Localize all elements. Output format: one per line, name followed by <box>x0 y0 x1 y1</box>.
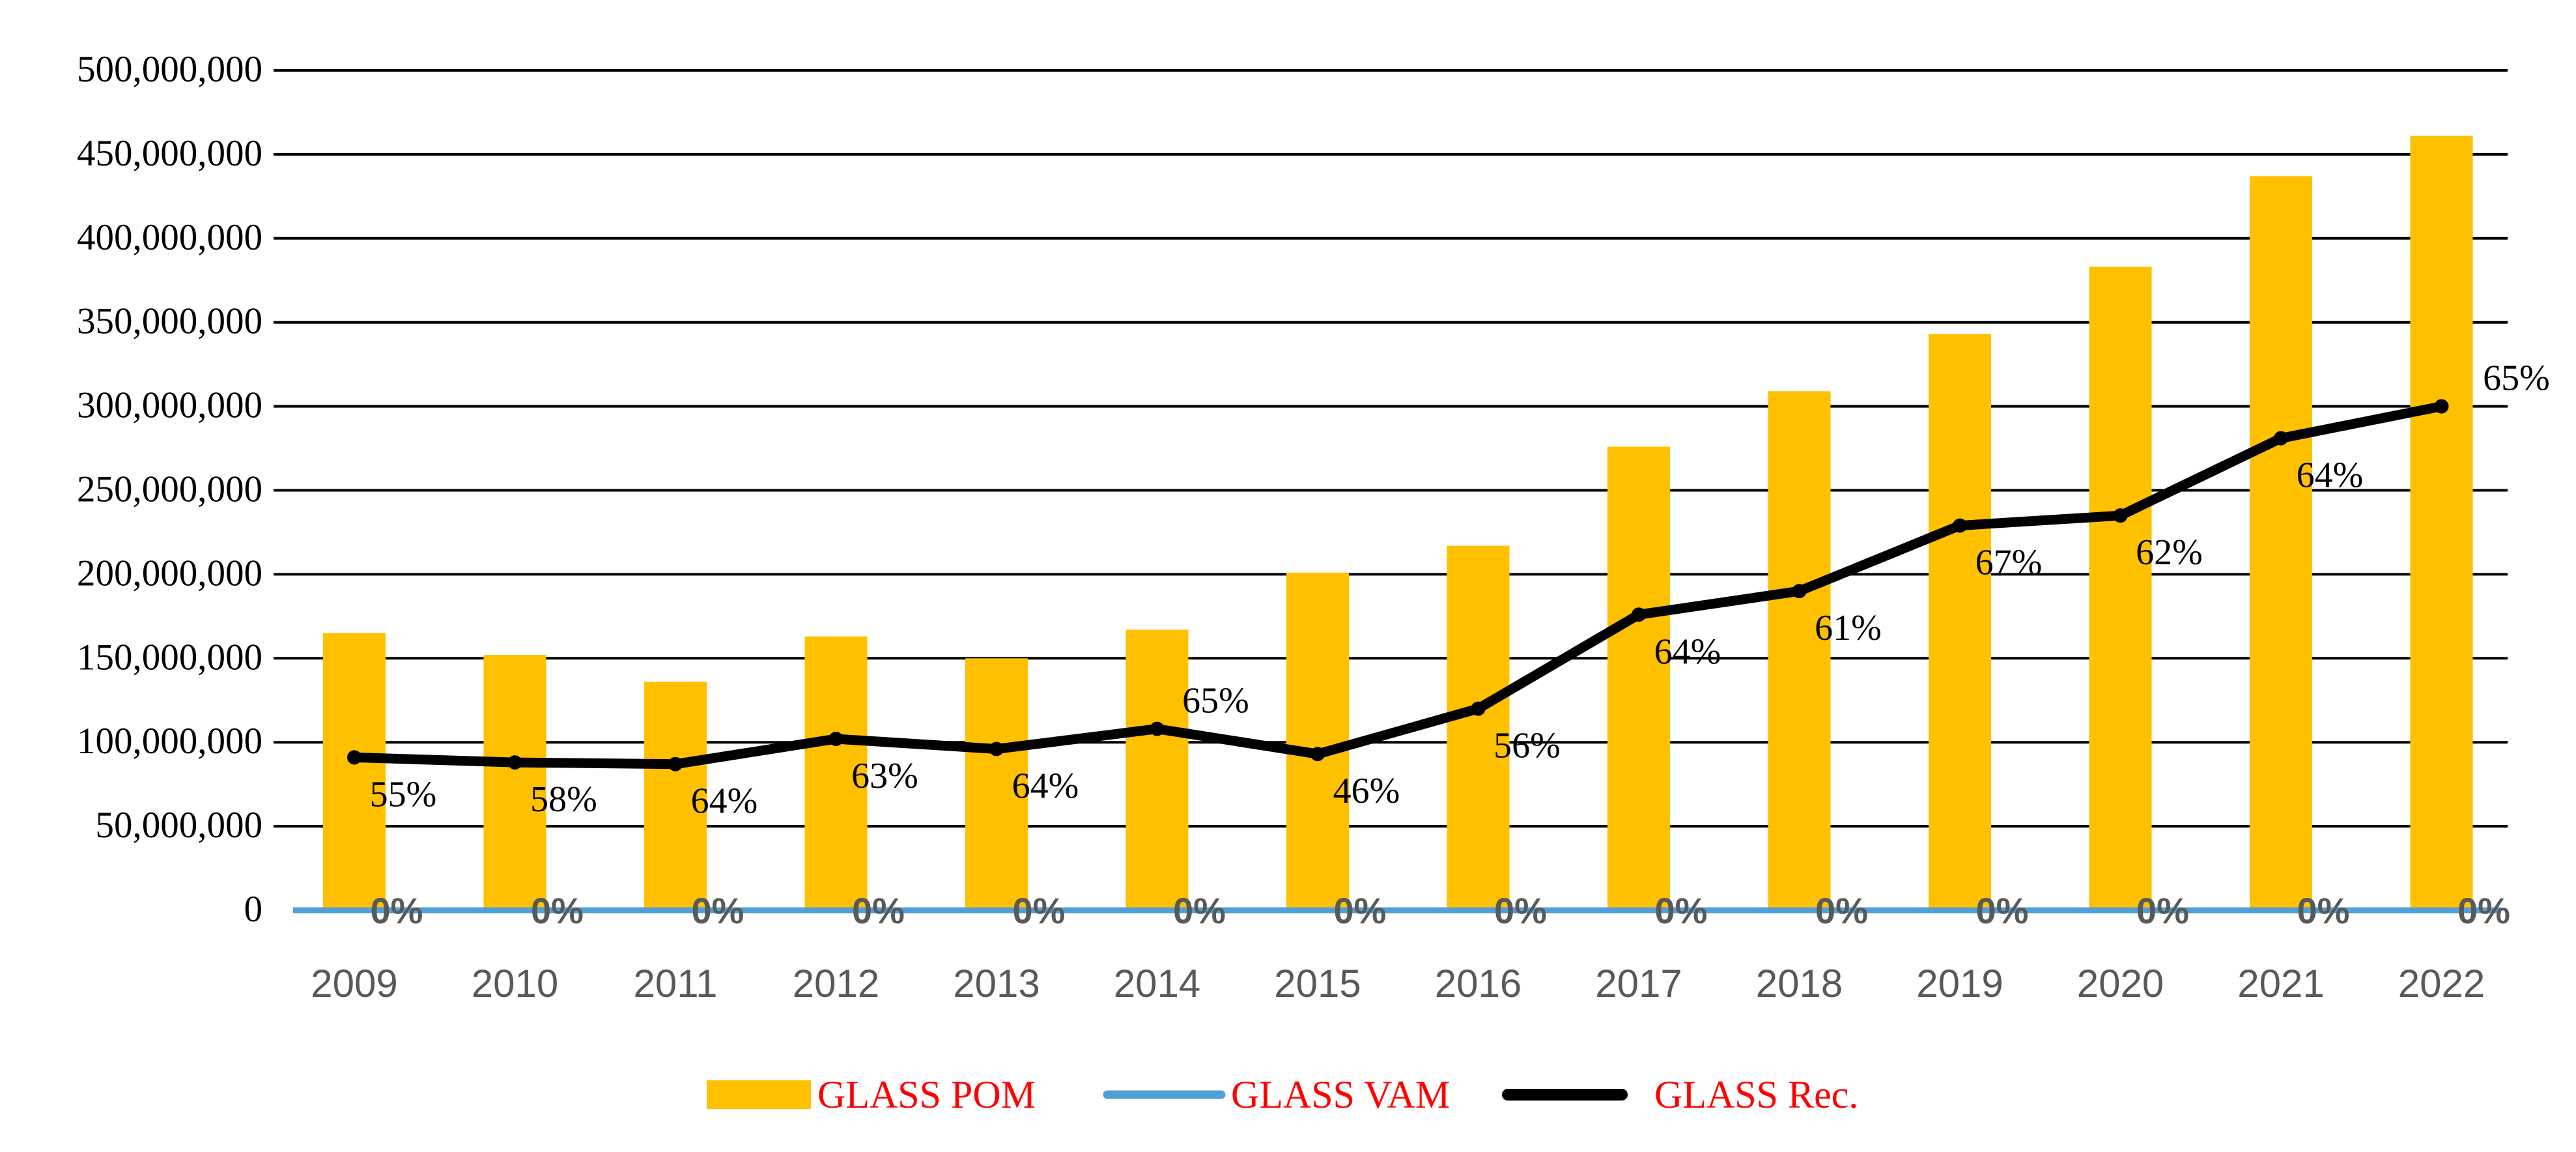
data-label-glass-vam: 0% <box>2297 890 2350 931</box>
data-label-glass-vam: 0% <box>1173 890 1226 931</box>
y-tick-label: 250,000,000 <box>77 469 262 510</box>
data-label-glass-rec: 55% <box>370 774 437 814</box>
bar <box>1607 446 1670 910</box>
y-tick-label: 200,000,000 <box>77 553 262 594</box>
bar <box>1286 572 1349 910</box>
data-label-glass-vam: 0% <box>1334 890 1387 931</box>
data-label-glass-vam: 0% <box>852 890 905 931</box>
y-tick-label: 0 <box>244 889 263 930</box>
x-tick-label: 2021 <box>2237 962 2324 1005</box>
y-tick-label: 300,000,000 <box>77 385 262 426</box>
x-tick-label: 2010 <box>472 962 558 1005</box>
line-point <box>1471 701 1486 716</box>
legend-label: GLASS VAM <box>1231 1073 1450 1116</box>
y-axis-ticks: 0 50,000,000 100,000,000 150,000,000 200,000… <box>77 49 262 930</box>
data-label-glass-vam: 0% <box>1815 890 1868 931</box>
data-label-glass-vam: 0% <box>1013 890 1066 931</box>
data-label-glass-rec: 65% <box>2483 358 2550 399</box>
x-tick-label: 2018 <box>1756 962 1843 1005</box>
line-point <box>2274 431 2288 446</box>
data-label-glass-rec: 64% <box>691 781 758 822</box>
data-label-glass-rec: 65% <box>1182 681 1249 721</box>
bar <box>1447 545 1510 910</box>
data-label-glass-vam: 0% <box>371 890 423 931</box>
bar <box>2250 176 2312 910</box>
data-labels: 0% 0% 0% 0% 0% 0% 0% 0% 0% 0% 0% 0% 0% 0% 55% 58% 64% 63%… <box>370 358 2550 931</box>
line-point <box>1792 584 1807 599</box>
y-tick-label: 450,000,000 <box>77 133 262 174</box>
bar <box>483 655 546 910</box>
bar <box>804 636 868 910</box>
series-line-glass-rec <box>349 401 2446 770</box>
x-tick-label: 2014 <box>1114 962 1200 1005</box>
x-tick-label: 2009 <box>311 962 397 1005</box>
data-label-glass-vam: 0% <box>2457 890 2510 931</box>
grid-layer <box>274 69 2508 828</box>
x-tick-label: 2012 <box>793 962 879 1005</box>
line-point <box>2434 399 2449 414</box>
x-tick-label: 2020 <box>2077 962 2164 1005</box>
line-point <box>989 742 1004 756</box>
data-label-glass-rec: 56% <box>1493 726 1561 766</box>
data-label-glass-vam: 0% <box>1976 890 2029 931</box>
x-tick-label: 2011 <box>633 962 717 1005</box>
data-label-glass-rec: 46% <box>1333 771 1400 811</box>
line-point <box>828 732 843 747</box>
y-tick-label: 100,000,000 <box>77 721 262 762</box>
legend-swatch <box>707 1080 811 1109</box>
x-tick-label: 2013 <box>953 962 1040 1005</box>
legend: GLASS POM GLASS VAM GLASS Rec. <box>707 1073 1858 1116</box>
data-label-glass-rec: 58% <box>530 779 597 820</box>
bar <box>1929 334 1991 910</box>
bar <box>1768 391 1831 910</box>
bar <box>644 682 707 910</box>
data-label-glass-rec: 62% <box>2136 532 2203 573</box>
line-point <box>1310 747 1325 762</box>
bar-series-glass-pom <box>323 136 2473 911</box>
line-point <box>1632 607 1646 622</box>
y-tick-label: 500,000,000 <box>77 49 262 90</box>
bar <box>965 658 1028 910</box>
line-series <box>293 399 2501 914</box>
data-label-glass-rec: 67% <box>1975 543 2043 583</box>
legend-label: GLASS Rec. <box>1654 1073 1858 1116</box>
bar <box>2089 266 2152 911</box>
y-tick-label: 50,000,000 <box>96 805 263 846</box>
bar <box>2410 136 2473 911</box>
data-label-glass-rec: 64% <box>1012 766 1079 807</box>
x-tick-label: 2017 <box>1595 962 1682 1005</box>
data-label-glass-vam: 0% <box>1655 890 1708 931</box>
line-point <box>1150 721 1165 736</box>
x-tick-label: 2019 <box>1916 962 2003 1005</box>
y-tick-label: 400,000,000 <box>77 217 262 258</box>
data-label-glass-vam: 0% <box>1494 890 1547 931</box>
data-label-glass-rec: 61% <box>1815 608 1882 648</box>
data-label-glass-rec: 63% <box>851 756 918 796</box>
data-label-glass-vam: 0% <box>692 890 744 931</box>
legend-label: GLASS POM <box>817 1073 1036 1116</box>
line-point <box>668 756 683 771</box>
x-axis-ticks: 2009 2010 2011 2012 2013 2014 2015 2016 2017 2018… <box>311 962 2485 1005</box>
x-tick-label: 2015 <box>1274 962 1361 1005</box>
bar <box>1125 629 1189 910</box>
line-point <box>1953 518 1967 533</box>
data-label-glass-rec: 64% <box>1654 631 1721 672</box>
x-tick-label: 2022 <box>2398 962 2485 1005</box>
data-label-glass-vam: 0% <box>531 890 584 931</box>
line-point <box>507 755 522 770</box>
y-tick-label: 350,000,000 <box>77 301 262 342</box>
data-label-glass-vam: 0% <box>2136 890 2189 931</box>
data-label-glass-rec: 64% <box>2297 455 2364 496</box>
y-tick-label: 150,000,000 <box>77 637 262 678</box>
line-point <box>2113 508 2128 523</box>
bar <box>323 633 386 910</box>
x-tick-label: 2016 <box>1435 962 1522 1005</box>
line-point <box>347 750 361 765</box>
